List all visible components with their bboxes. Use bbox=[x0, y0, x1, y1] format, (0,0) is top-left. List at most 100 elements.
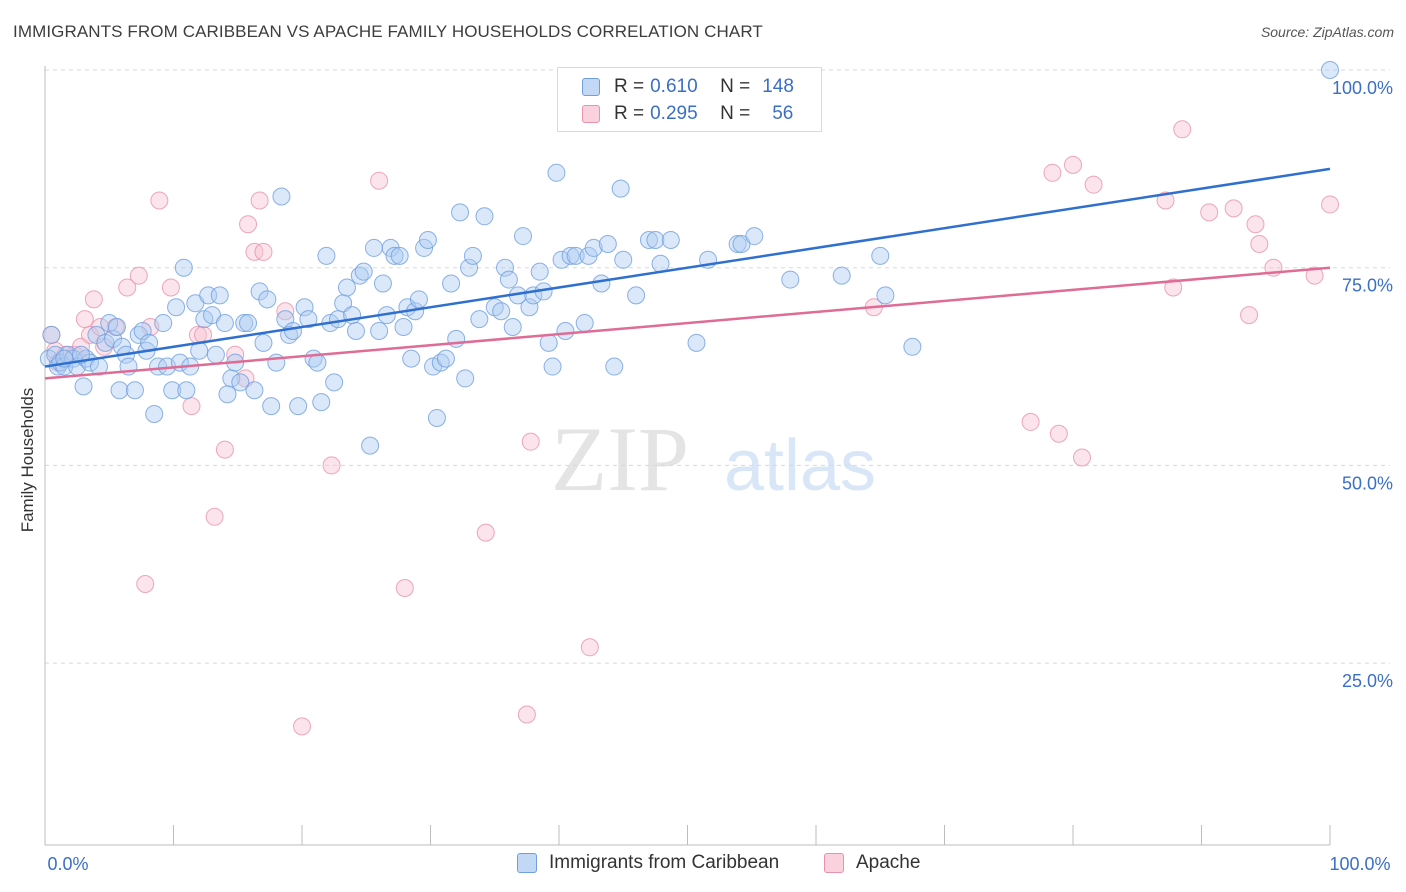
data-point-caribbean bbox=[289, 397, 308, 416]
data-point-caribbean bbox=[456, 369, 475, 388]
data-point-apache bbox=[239, 215, 258, 234]
data-point-apache bbox=[1246, 215, 1265, 234]
legend-label-caribbean: Immigrants from Caribbean bbox=[549, 852, 780, 873]
data-point-caribbean bbox=[239, 314, 258, 333]
data-point-apache bbox=[161, 278, 180, 297]
legend-row-caribbean: R = 0.610 N = 148 bbox=[582, 76, 794, 98]
data-point-caribbean bbox=[299, 310, 318, 329]
data-point-caribbean bbox=[317, 246, 336, 265]
data-point-caribbean bbox=[245, 381, 264, 400]
legend-item-apache: Apache bbox=[824, 852, 920, 874]
data-point-caribbean bbox=[503, 318, 522, 337]
data-point-apache bbox=[1240, 306, 1259, 325]
data-point-caribbean bbox=[385, 246, 404, 265]
data-point-apache bbox=[1321, 195, 1339, 214]
data-point-caribbean bbox=[218, 385, 237, 404]
data-point-apache bbox=[1084, 175, 1103, 194]
data-point-caribbean bbox=[215, 314, 234, 333]
data-point-caribbean bbox=[781, 270, 800, 289]
data-point-apache bbox=[215, 440, 234, 459]
data-point-caribbean bbox=[390, 246, 409, 265]
data-point-apache bbox=[1250, 234, 1269, 253]
axes bbox=[44, 66, 1331, 846]
data-point-apache bbox=[276, 302, 295, 321]
data-point-caribbean bbox=[460, 258, 479, 277]
legend-r-value: 0.610 bbox=[650, 76, 698, 97]
data-point-caribbean bbox=[492, 302, 511, 321]
y-axis-label: Family Households bbox=[18, 387, 37, 533]
data-point-caribbean bbox=[514, 227, 533, 246]
legend-item-caribbean: Immigrants from Caribbean bbox=[517, 852, 779, 874]
legend-r-label: R = bbox=[614, 103, 645, 124]
data-point-caribbean bbox=[520, 298, 539, 317]
data-point-caribbean bbox=[107, 318, 126, 337]
data-point-caribbean bbox=[496, 258, 515, 277]
data-point-caribbean bbox=[427, 408, 446, 427]
data-point-caribbean bbox=[167, 298, 186, 317]
data-point-apache bbox=[370, 171, 389, 190]
apache-points bbox=[42, 120, 1339, 736]
watermark-zip: ZIP bbox=[551, 408, 689, 510]
x-tick-label: 0.0% bbox=[47, 854, 88, 874]
data-point-caribbean bbox=[475, 207, 494, 226]
data-point-caribbean bbox=[876, 286, 895, 305]
data-point-caribbean bbox=[732, 234, 751, 253]
correlation-legend: R = 0.610 N = 148 R = 0.295 N = 56 bbox=[557, 67, 822, 132]
data-point-caribbean bbox=[145, 405, 164, 424]
data-point-caribbean bbox=[661, 231, 680, 250]
data-point-apache bbox=[1043, 163, 1062, 182]
data-point-apache bbox=[84, 290, 103, 309]
legend-n-label: N = bbox=[720, 76, 751, 97]
data-point-caribbean bbox=[611, 179, 630, 198]
legend-row-apache: R = 0.295 N = 56 bbox=[582, 103, 793, 125]
y-tick-label: 100.0% bbox=[1332, 78, 1393, 98]
data-point-apache bbox=[75, 310, 94, 329]
tick-labels: 25.0% 50.0% 75.0% 100.0% 0.0% 100.0% bbox=[47, 78, 1393, 874]
data-point-caribbean bbox=[254, 333, 273, 352]
data-point-caribbean bbox=[539, 333, 558, 352]
trend-lines bbox=[44, 167, 1331, 380]
legend-label-apache: Apache bbox=[856, 852, 921, 873]
data-point-caribbean bbox=[627, 286, 646, 305]
data-point-caribbean bbox=[561, 246, 580, 265]
data-point-apache bbox=[580, 638, 599, 657]
data-point-caribbean bbox=[687, 333, 706, 352]
data-point-caribbean bbox=[370, 321, 389, 340]
data-point-caribbean bbox=[354, 262, 373, 281]
data-point-apache bbox=[517, 705, 536, 724]
data-point-apache bbox=[136, 575, 155, 594]
legend-swatch-caribbean bbox=[517, 853, 537, 873]
data-point-caribbean bbox=[646, 231, 665, 250]
data-point-caribbean bbox=[346, 321, 365, 340]
data-point-caribbean bbox=[447, 329, 466, 348]
data-point-apache bbox=[1156, 191, 1175, 210]
data-point-apache bbox=[182, 397, 201, 416]
data-point-caribbean bbox=[402, 349, 421, 368]
data-point-caribbean bbox=[206, 345, 225, 364]
data-point-caribbean bbox=[614, 250, 633, 269]
data-point-apache bbox=[476, 523, 495, 542]
data-point-apache bbox=[1173, 120, 1192, 139]
data-point-caribbean bbox=[470, 310, 489, 329]
data-point-apache bbox=[1021, 412, 1040, 431]
data-point-caribbean bbox=[210, 286, 229, 305]
data-point-caribbean bbox=[639, 231, 658, 250]
data-point-apache bbox=[250, 191, 269, 210]
grid-lines bbox=[45, 69, 1390, 664]
legend-swatch-apache bbox=[582, 105, 600, 123]
data-point-caribbean bbox=[177, 381, 196, 400]
data-point-caribbean bbox=[361, 436, 380, 455]
data-point-caribbean bbox=[592, 274, 611, 293]
data-point-caribbean bbox=[87, 325, 106, 344]
data-point-caribbean bbox=[871, 246, 890, 265]
legend-n-value: 148 bbox=[762, 76, 794, 97]
data-point-caribbean bbox=[394, 318, 413, 337]
legend-n-label: N = bbox=[720, 103, 751, 124]
legend-r-value: 0.295 bbox=[650, 103, 698, 124]
data-point-caribbean bbox=[74, 377, 93, 396]
data-point-caribbean bbox=[104, 329, 123, 348]
data-point-apache bbox=[254, 242, 273, 261]
data-point-caribbean bbox=[71, 345, 90, 364]
data-point-caribbean bbox=[605, 357, 624, 376]
data-point-caribbean bbox=[262, 397, 281, 416]
